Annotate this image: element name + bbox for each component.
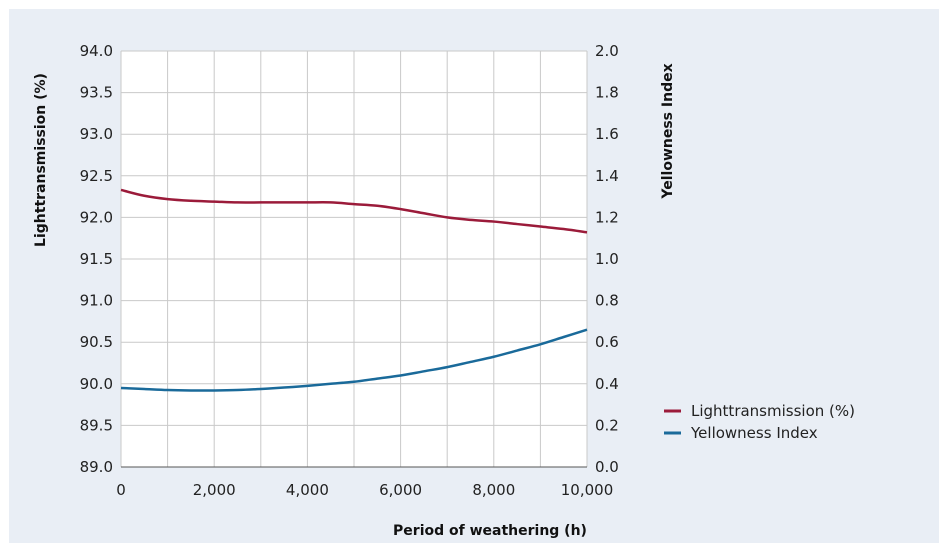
x-tick-label: 2,000 <box>193 481 236 499</box>
right-y-tick-label: 0.6 <box>595 333 619 351</box>
left-y-tick-label: 92.5 <box>80 167 113 185</box>
x-tick-label: 0 <box>116 481 126 499</box>
right-y-tick-label: 1.0 <box>595 250 619 268</box>
x-tick-label: 6,000 <box>379 481 422 499</box>
right-y-tick-label: 1.4 <box>595 167 619 185</box>
legend: Lighttransmission (%) Yellowness Index <box>664 402 855 442</box>
dual-axis-line-chart: 89.0 89.5 90.0 90.5 91.0 91.5 92.0 92.5 93.0 93.5… <box>9 9 939 543</box>
right-y-axis-ticks: 0.0 0.2 0.4 0.6 0.8 1.0 1.2 1.4 1.6 1.8 2.0 <box>595 42 619 476</box>
left-y-tick-label: 93.5 <box>80 84 113 102</box>
x-tick-label: 8,000 <box>472 481 515 499</box>
x-axis-title: Period of weathering (h) <box>393 523 587 539</box>
right-y-tick-label: 1.6 <box>595 125 619 143</box>
left-y-tick-label: 90.0 <box>80 375 113 393</box>
left-y-tick-label: 91.0 <box>80 292 113 310</box>
x-tick-label: 10,000 <box>561 481 614 499</box>
x-tick-label: 4,000 <box>286 481 329 499</box>
right-y-tick-label: 2.0 <box>595 42 619 60</box>
right-y-tick-label: 1.2 <box>595 208 619 226</box>
left-y-tick-label: 92.0 <box>80 208 113 226</box>
left-y-axis-ticks: 89.0 89.5 90.0 90.5 91.0 91.5 92.0 92.5 93.0 93.5… <box>80 42 113 476</box>
left-y-tick-label: 91.5 <box>80 250 113 268</box>
left-y-tick-label: 94.0 <box>80 42 113 60</box>
left-y-tick-label: 93.0 <box>80 125 113 143</box>
right-y-axis-title: Yellowness Index <box>660 63 676 199</box>
x-axis-ticks: 0 2,000 4,000 6,000 8,000 10,000 <box>116 481 613 499</box>
right-y-tick-label: 0.0 <box>595 458 619 476</box>
legend-label: Lighttransmission (%) <box>691 402 855 420</box>
left-y-axis-title: Lighttransmission (%) <box>33 73 49 247</box>
left-y-tick-label: 89.0 <box>80 458 113 476</box>
right-y-tick-label: 0.8 <box>595 292 619 310</box>
right-y-tick-label: 0.2 <box>595 416 619 434</box>
legend-label: Yellowness Index <box>690 424 818 442</box>
left-y-tick-label: 90.5 <box>80 333 113 351</box>
right-y-tick-label: 1.8 <box>595 84 619 102</box>
left-y-tick-label: 89.5 <box>80 416 113 434</box>
right-y-tick-label: 0.4 <box>595 375 619 393</box>
chart-panel: 89.0 89.5 90.0 90.5 91.0 91.5 92.0 92.5 93.0 93.5… <box>9 9 939 543</box>
